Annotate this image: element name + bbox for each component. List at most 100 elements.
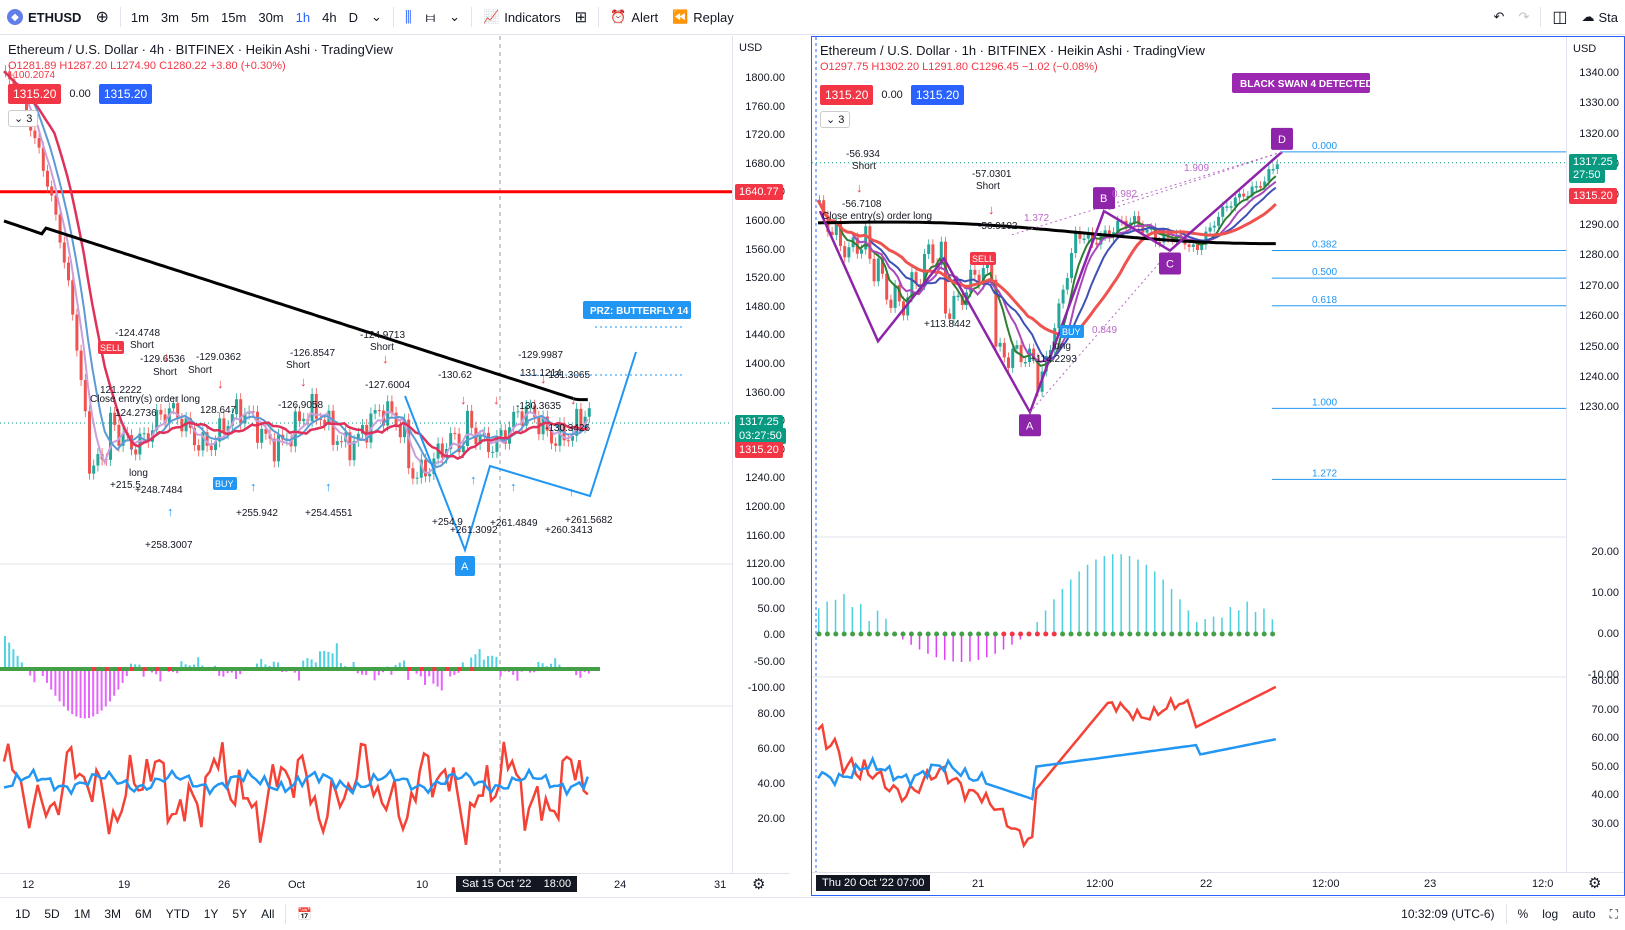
time-tick-label: 12:00 (1312, 878, 1340, 890)
prz-label: PRZ: BUTTERFLY 14 (590, 306, 689, 317)
undo-button[interactable]: ↶ (1487, 0, 1512, 34)
strategy-annotation: +258.3007 (145, 540, 193, 551)
alert-button[interactable]: ⏰ Alert (603, 0, 665, 34)
percent-scale-toggle[interactable]: % (1511, 907, 1536, 921)
right-indicators-collapse[interactable]: ⌄ 3 (820, 111, 850, 128)
right-sell-price[interactable]: 1315.20 (820, 85, 873, 105)
timeframe-4h[interactable]: 4h (316, 10, 342, 25)
price-tick-label: 1250.00 (1579, 341, 1619, 353)
price-tick-label: 1360.00 (745, 387, 785, 399)
left-price-axis[interactable]: USD 1800.001760.001720.001680.001640.001… (732, 36, 790, 876)
chart-type-dropdown[interactable]: ⌄ (442, 0, 467, 34)
indicators-button[interactable]: 📈 Indicators (476, 0, 568, 34)
osc-histogram-bar (936, 634, 938, 657)
right-chart-legend: Ethereum / U.S. Dollar · 1h · BITFINEX ·… (820, 43, 1205, 73)
candle-body (117, 425, 120, 446)
osc-histogram-bar (1095, 560, 1097, 634)
range-all[interactable]: All (254, 907, 281, 921)
fullscreen-icon[interactable]: ⛶ (1603, 907, 1625, 922)
symbol-search[interactable]: ◆ ETHUSD (0, 0, 88, 34)
right-currency[interactable]: USD (1573, 43, 1596, 55)
osc-histogram-bar (75, 669, 77, 716)
range-3m[interactable]: 3M (97, 907, 128, 921)
osc-histogram-bar (113, 669, 115, 696)
osc-histogram-bar (479, 649, 481, 669)
osc-histogram-bar (927, 634, 929, 654)
range-5y[interactable]: 5Y (225, 907, 254, 921)
left-chart-legend: Ethereum / U.S. Dollar · 4h · BITFINEX ·… (8, 42, 393, 72)
candle-body (1221, 207, 1224, 217)
osc-histogram-bar (319, 651, 321, 669)
candle-body (84, 380, 87, 411)
layout-button[interactable]: ◫ (1545, 0, 1574, 34)
compare-symbol-button[interactable]: ⊕ (88, 0, 115, 34)
left-sell-price[interactable]: 1315.20 (8, 84, 61, 104)
clock-timezone[interactable]: 10:32:09 (UTC-6) (1394, 907, 1501, 921)
templates-button[interactable]: ⊞ (568, 0, 595, 34)
timeframe-1h[interactable]: 1h (290, 10, 316, 25)
collapse-count: 3 (838, 114, 844, 126)
osc-signal-dot (1153, 632, 1158, 637)
timeframe-1m[interactable]: 1m (125, 10, 155, 25)
osc-tick-label: 0.00 (764, 629, 785, 641)
timeframe-30m[interactable]: 30m (252, 10, 289, 25)
price-tick-label: 1200.00 (745, 501, 785, 513)
timeframe-D[interactable]: D (343, 10, 364, 25)
timeframe-5m[interactable]: 5m (185, 10, 215, 25)
range-ytd[interactable]: YTD (159, 907, 197, 921)
replay-button[interactable]: ⏪ Replay (665, 0, 741, 34)
cloud-icon: ☁ (1581, 9, 1594, 25)
candle-body (1133, 216, 1136, 222)
strategy-annotation: 124.2736 (115, 408, 157, 419)
osc-signal-dot (968, 632, 973, 637)
log-scale-toggle[interactable]: log (1535, 907, 1565, 921)
osc-signal-dot (1144, 632, 1149, 637)
osc-signal-dot (1178, 632, 1183, 637)
bars-style-button[interactable]: ⫼ (398, 0, 419, 34)
range-5d[interactable]: 5D (37, 907, 66, 921)
right-settings-gear-icon[interactable]: ⚙ (1588, 874, 1601, 892)
chart-type-button[interactable]: ⧦ (419, 0, 442, 34)
rsi-tick-label: 60.00 (757, 743, 785, 755)
right-buy-price[interactable]: 1315.20 (911, 85, 964, 105)
osc-histogram-bar (54, 669, 56, 696)
timeframe-15m[interactable]: 15m (215, 10, 252, 25)
goto-date-calendar-icon[interactable]: 📅 (290, 907, 319, 921)
osc-histogram-bar (818, 608, 820, 634)
right-chart-canvas[interactable]: 0.0000.3820.5000.6181.0001.272ABCD1.9091… (812, 37, 1624, 895)
osc-histogram-bar (1070, 580, 1072, 634)
osc-signal-dot (909, 632, 914, 637)
osc-signal-dot (926, 632, 931, 637)
left-chart-canvas[interactable]: PRZ: BUTTERFLY 14A-124.4748Short-129.653… (0, 36, 790, 896)
strategy-annotation: +248.7484 (135, 485, 183, 496)
range-6m[interactable]: 6M (128, 907, 159, 921)
left-currency[interactable]: USD (739, 42, 762, 54)
osc-signal-dot (1270, 632, 1275, 637)
price-tick-label: 1520.00 (745, 272, 785, 284)
range-1m[interactable]: 1M (67, 907, 98, 921)
timeframe-dropdown[interactable]: ⌄ (364, 0, 389, 34)
black-swan-label: BLACK SWAN 4 DETECTED (1240, 79, 1373, 90)
timeframe-3m[interactable]: 3m (155, 10, 185, 25)
plus-circle-icon: ⊕ (95, 7, 108, 27)
osc-histogram-bar (1053, 599, 1055, 634)
candle-body (1255, 186, 1258, 188)
cloud-save-button[interactable]: ☁ Sta (1574, 0, 1625, 34)
strategy-annotation: +254.4551 (305, 508, 353, 519)
left-settings-gear-icon[interactable]: ⚙ (752, 875, 765, 893)
auto-scale-toggle[interactable]: auto (1565, 907, 1602, 921)
range-1y[interactable]: 1Y (197, 907, 226, 921)
range-1d[interactable]: 1D (8, 907, 37, 921)
osc-signal-dot (432, 667, 436, 671)
left-indicators-collapse[interactable]: ⌄ 3 (8, 110, 38, 127)
right-price-axis[interactable]: USD 1340.001330.001320.001310.001300.001… (1566, 37, 1625, 877)
strategy-annotation: 128.647 (200, 405, 237, 416)
candle-body (1095, 243, 1098, 245)
left-buy-price[interactable]: 1315.20 (99, 84, 152, 104)
redo-button[interactable]: ↷ (1511, 0, 1536, 34)
osc-histogram-bar (84, 669, 86, 719)
